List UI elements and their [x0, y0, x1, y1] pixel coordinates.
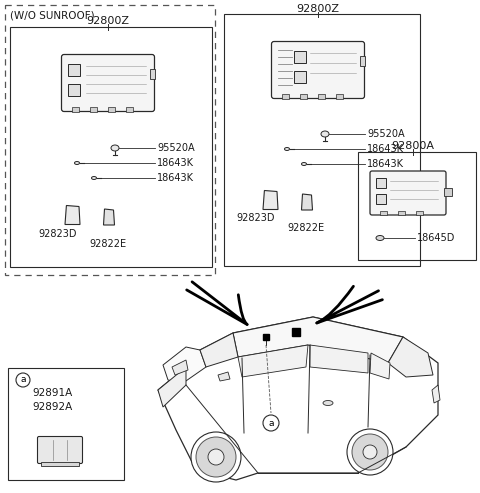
Polygon shape — [65, 206, 80, 224]
Text: a: a — [20, 376, 26, 385]
Bar — [300, 94, 307, 99]
Polygon shape — [218, 372, 230, 381]
Polygon shape — [233, 317, 403, 363]
Polygon shape — [388, 337, 433, 377]
Text: 92823D: 92823D — [237, 213, 275, 223]
Bar — [444, 188, 452, 196]
Bar — [336, 94, 343, 99]
Text: 92822E: 92822E — [89, 239, 127, 249]
Ellipse shape — [321, 131, 329, 137]
Polygon shape — [370, 353, 390, 379]
Text: 18643K: 18643K — [367, 159, 404, 169]
Ellipse shape — [323, 400, 333, 406]
Text: 95520A: 95520A — [367, 129, 405, 139]
Bar — [68, 84, 80, 96]
Polygon shape — [158, 367, 186, 407]
Bar — [5, 5, 215, 275]
FancyBboxPatch shape — [61, 55, 155, 111]
Ellipse shape — [92, 176, 96, 179]
Bar — [90, 107, 97, 112]
Bar — [360, 56, 365, 66]
Circle shape — [352, 434, 388, 470]
Text: 92800A: 92800A — [392, 141, 434, 151]
Text: 18643K: 18643K — [157, 173, 194, 183]
FancyBboxPatch shape — [370, 171, 446, 215]
Ellipse shape — [285, 147, 289, 150]
Text: 92800Z: 92800Z — [86, 16, 130, 26]
Bar — [318, 94, 325, 99]
Ellipse shape — [376, 236, 384, 241]
Circle shape — [347, 429, 393, 475]
Polygon shape — [200, 333, 238, 367]
Text: a: a — [268, 419, 274, 427]
Circle shape — [263, 415, 279, 431]
Text: 92823D: 92823D — [39, 229, 77, 239]
Polygon shape — [104, 209, 115, 225]
Bar — [358, 152, 476, 260]
Bar — [376, 178, 386, 188]
Text: 18643K: 18643K — [367, 144, 404, 154]
Ellipse shape — [111, 145, 119, 151]
Polygon shape — [158, 317, 438, 480]
Bar — [8, 368, 124, 480]
FancyBboxPatch shape — [272, 41, 364, 99]
Ellipse shape — [74, 162, 80, 165]
Bar — [294, 71, 306, 83]
Bar — [282, 94, 289, 99]
Text: 92800Z: 92800Z — [297, 4, 339, 14]
Bar — [68, 64, 80, 76]
FancyBboxPatch shape — [37, 436, 83, 463]
Bar — [376, 194, 386, 204]
Polygon shape — [301, 194, 312, 210]
Bar — [294, 51, 306, 63]
Polygon shape — [263, 190, 278, 210]
Bar — [150, 69, 155, 79]
Ellipse shape — [301, 163, 307, 166]
Bar — [10, 27, 212, 267]
Bar — [108, 107, 115, 112]
Polygon shape — [238, 345, 308, 377]
Circle shape — [208, 449, 224, 465]
Text: 18645D: 18645D — [417, 233, 456, 243]
Bar — [126, 107, 133, 112]
Polygon shape — [163, 347, 206, 383]
Bar — [224, 14, 420, 266]
Circle shape — [363, 445, 377, 459]
Circle shape — [16, 373, 30, 387]
Circle shape — [191, 432, 241, 482]
Text: 18643K: 18643K — [157, 158, 194, 168]
Text: 92892A: 92892A — [32, 402, 72, 412]
Circle shape — [196, 437, 236, 477]
Bar — [72, 107, 79, 112]
Bar — [398, 211, 405, 215]
Polygon shape — [172, 360, 188, 375]
Text: 92822E: 92822E — [288, 223, 324, 233]
Text: 92891A: 92891A — [32, 388, 72, 398]
Polygon shape — [432, 385, 440, 403]
Text: (W/O SUNROOF): (W/O SUNROOF) — [10, 11, 95, 21]
Bar — [380, 211, 387, 215]
Text: 95520A: 95520A — [157, 143, 194, 153]
Bar — [41, 462, 79, 466]
Bar — [416, 211, 423, 215]
Polygon shape — [310, 345, 368, 373]
